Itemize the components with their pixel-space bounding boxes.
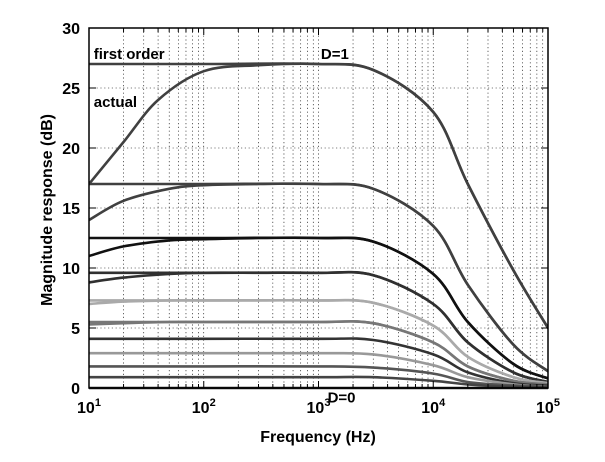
series-line-4	[89, 182, 548, 373]
series-line-6	[89, 236, 548, 380]
x-tick-label: 103	[307, 397, 331, 417]
y-axis-label: Magnitude response (dB)	[39, 114, 56, 306]
y-tick-label: 20	[62, 141, 80, 158]
series-line-5	[89, 236, 548, 380]
tick-layer: 0 5 10 15 20 25 30 101 102 103 104 105	[62, 21, 560, 417]
y-tick-label: 0	[71, 381, 80, 398]
series-line-16	[89, 375, 548, 389]
series-line-10	[89, 298, 548, 385]
x-tick-label: 104	[421, 397, 446, 417]
annotation-layer: first order actual D=1 D=0	[94, 46, 356, 406]
series-line-13	[89, 337, 548, 387]
y-tick-label: 25	[62, 81, 80, 98]
x-axis-label: Frequency (Hz)	[260, 429, 376, 446]
annotation-label: D=1	[321, 46, 349, 63]
y-tick-label: 15	[62, 201, 80, 218]
x-tick-label: 101	[77, 397, 101, 417]
y-tick-label: 10	[62, 261, 80, 278]
annotation-label: D=0	[328, 389, 356, 406]
x-tick-label: 102	[192, 397, 216, 417]
y-tick-label: 30	[62, 21, 80, 38]
annotation-label: first order	[94, 46, 165, 63]
x-tick-label: 105	[536, 397, 560, 417]
y-tick-label: 5	[71, 321, 80, 338]
series-line-3	[89, 182, 548, 373]
series-line-2	[89, 62, 548, 330]
series-line-15	[89, 365, 548, 389]
series-line-14	[89, 351, 548, 389]
series-line-12	[89, 320, 548, 386]
grid-layer	[89, 28, 548, 388]
annotation-label: actual	[94, 94, 137, 111]
series-layer	[89, 62, 548, 390]
series-line-8	[89, 270, 548, 384]
